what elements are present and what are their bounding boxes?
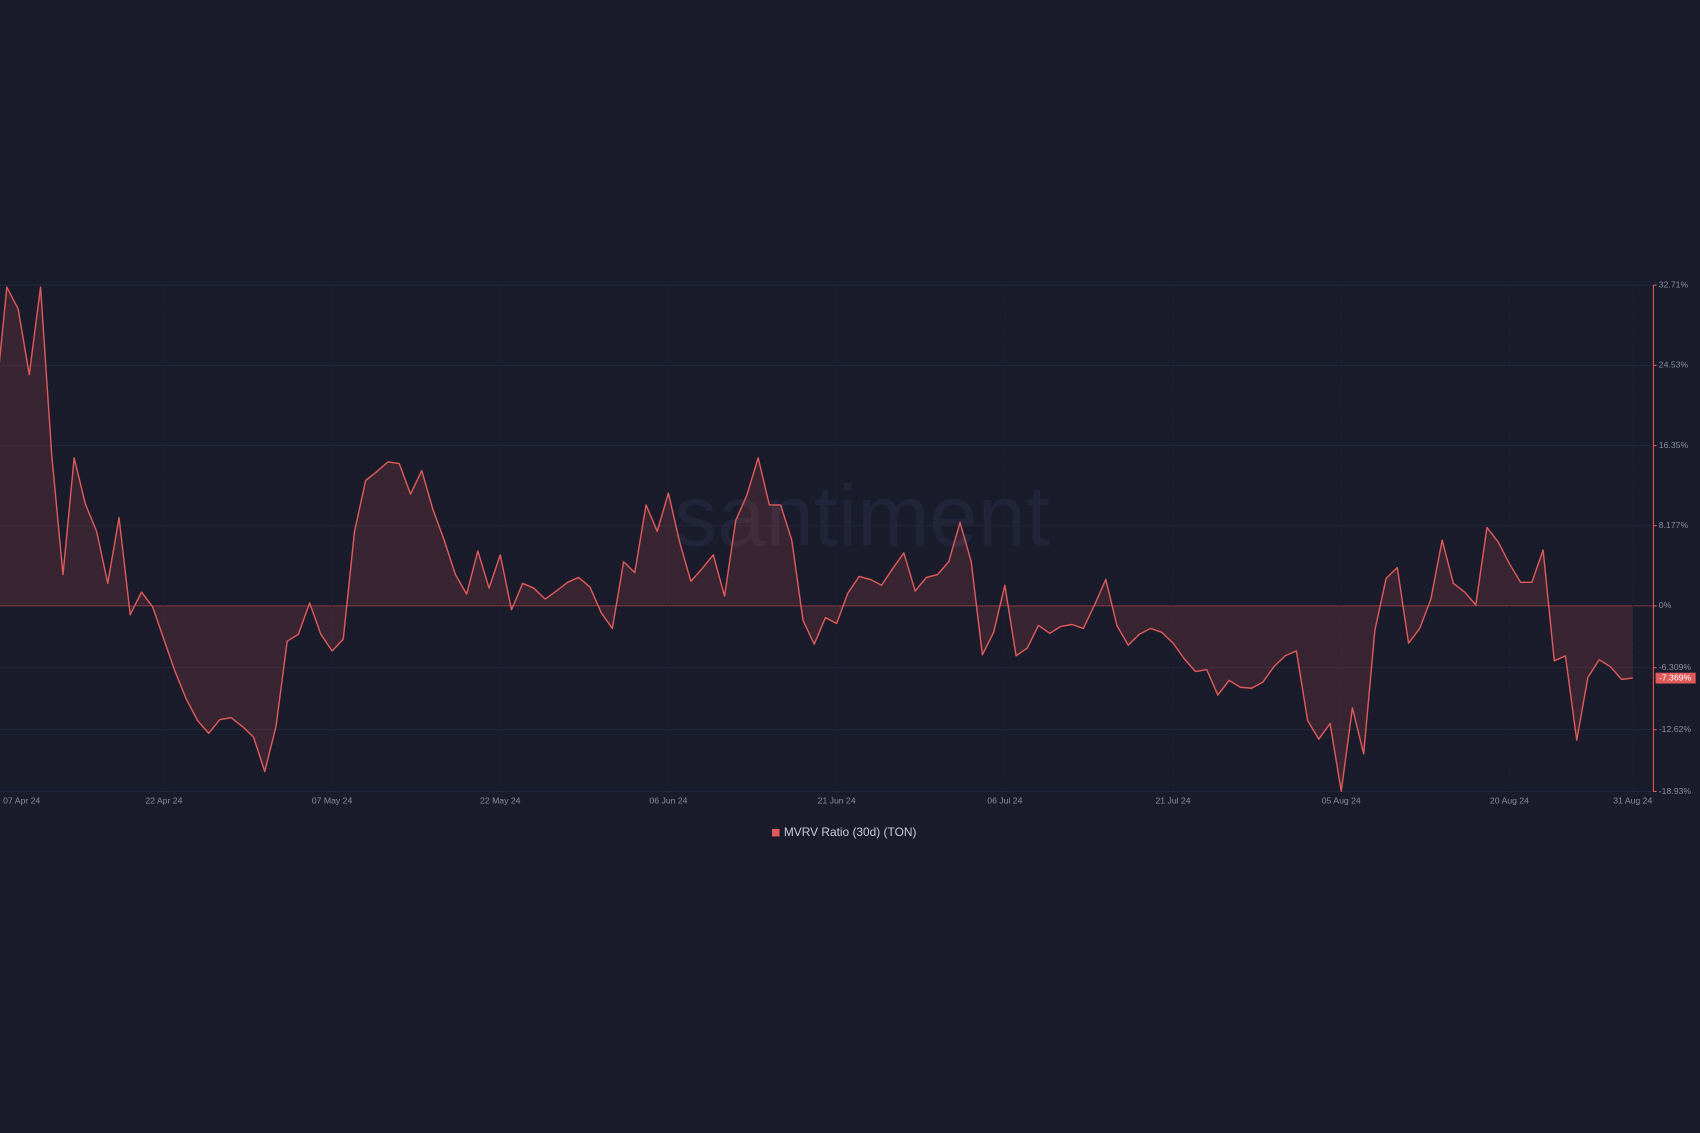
x-tick-label: 06 Jun 24 — [649, 796, 687, 806]
y-tick-label: 16.35% — [1659, 440, 1689, 450]
y-tick-label: 8.177% — [1659, 520, 1689, 530]
current-value-label: -7.369% — [1659, 672, 1692, 682]
x-tick-label: 21 Jul 24 — [1155, 796, 1190, 806]
y-tick-label: 0% — [1659, 600, 1672, 610]
y-tick-label: 32.71% — [1659, 279, 1689, 289]
legend-label: MVRV Ratio (30d) (TON) — [784, 825, 917, 839]
x-tick-label: 06 Jul 24 — [987, 796, 1022, 806]
current-value-badge — [1655, 672, 1696, 684]
y-tick-label: -12.62% — [1659, 724, 1692, 734]
x-tick-label: 07 Apr 24 — [3, 796, 40, 806]
x-tick-label: 31 Aug 24 — [1613, 796, 1652, 806]
x-tick-label: 05 Aug 24 — [1322, 796, 1361, 806]
x-tick-label: 21 Jun 24 — [818, 796, 856, 806]
line — [0, 286, 1633, 792]
x-tick-label: 22 Apr 24 — [145, 796, 182, 806]
legend-swatch — [771, 828, 780, 837]
watermark: santiment — [674, 467, 1050, 564]
y-tick-label: -6.309% — [1659, 662, 1692, 672]
y-tick-label: 24.53% — [1659, 360, 1689, 370]
x-tick-label: 20 Aug 24 — [1490, 796, 1529, 806]
x-tick-label: 22 May 24 — [480, 796, 521, 806]
x-tick-label: 07 May 24 — [312, 796, 353, 806]
area — [0, 287, 1633, 792]
y-tick-label: -18.93% — [1659, 786, 1692, 796]
